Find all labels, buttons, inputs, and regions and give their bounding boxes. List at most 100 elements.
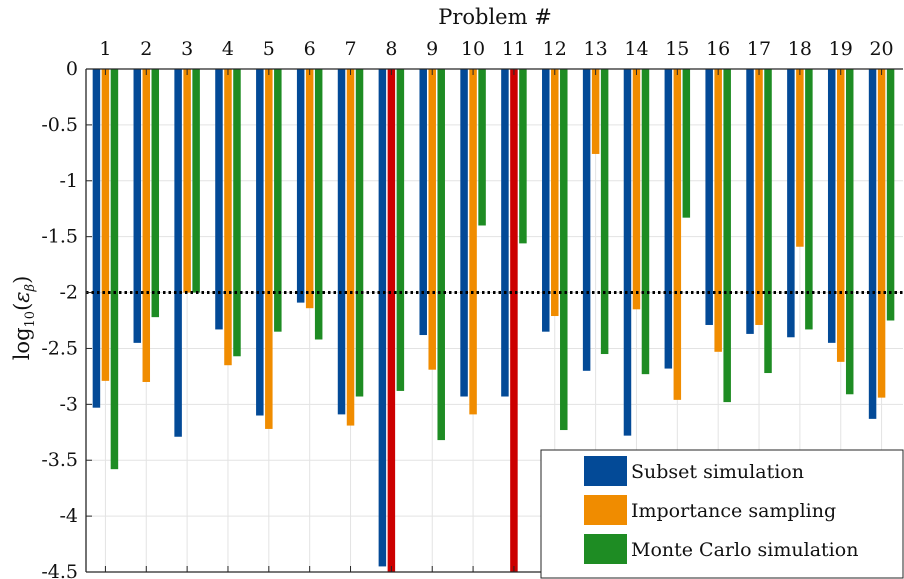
x-tick-label: 3 xyxy=(181,38,193,60)
bar-subset-simulation-12 xyxy=(542,69,550,332)
x-tick-label: 15 xyxy=(665,38,689,60)
legend-swatch-importance xyxy=(584,495,627,525)
bar-importance-sampling-1 xyxy=(101,69,110,381)
bar-importance-sampling-17 xyxy=(755,69,763,325)
bar-importance-sampling-3 xyxy=(183,69,191,293)
bar-subset-simulation-5 xyxy=(256,69,264,416)
y-tick-label: -3.5 xyxy=(41,449,78,471)
bar-monte-carlo-simulation-20 xyxy=(886,69,895,321)
x-tick-label: 13 xyxy=(584,38,608,60)
x-tick-label: 16 xyxy=(706,38,730,60)
bar-importance-sampling-2 xyxy=(142,69,151,382)
bar-importance-sampling-11 xyxy=(510,69,518,572)
bar-importance-sampling-13 xyxy=(591,69,600,154)
bar-subset-simulation-9 xyxy=(419,69,427,336)
y-tick-label: -3 xyxy=(59,393,78,415)
x-tick-label: 7 xyxy=(344,38,356,60)
bar-importance-sampling-9 xyxy=(428,69,436,370)
bar-monte-carlo-simulation-10 xyxy=(478,69,486,226)
bar-monte-carlo-simulation-11 xyxy=(519,69,527,244)
y-tick-label: -2 xyxy=(59,282,78,304)
bar-monte-carlo-simulation-5 xyxy=(274,69,282,332)
bar-importance-sampling-14 xyxy=(632,69,641,310)
bar-monte-carlo-simulation-2 xyxy=(151,69,160,318)
bar-subset-simulation-18 xyxy=(787,69,795,338)
legend-swatch-monte-carlo xyxy=(584,534,627,564)
x-tick-label: 14 xyxy=(624,38,648,60)
legend: Subset simulation Importance sampling Mo… xyxy=(540,449,904,579)
bar-subset-simulation-4 xyxy=(215,69,223,330)
x-axis-title: Problem # xyxy=(438,5,552,29)
legend-label-monte-carlo: Monte Carlo simulation xyxy=(631,539,858,561)
x-tick-label: 18 xyxy=(788,38,812,60)
legend-label-importance: Importance sampling xyxy=(631,500,836,522)
bar-monte-carlo-simulation-3 xyxy=(192,69,200,293)
y-axis-title: log10(εβ) xyxy=(10,276,38,361)
bar-importance-sampling-4 xyxy=(224,69,232,366)
bar-importance-sampling-5 xyxy=(265,69,273,429)
y-tick-label: -4.5 xyxy=(41,561,78,579)
bar-subset-simulation-17 xyxy=(746,69,754,334)
bar-monte-carlo-simulation-6 xyxy=(314,69,323,340)
x-tick-label: 5 xyxy=(263,38,275,60)
x-tick-label: 2 xyxy=(140,38,152,60)
bar-monte-carlo-simulation-18 xyxy=(805,69,813,330)
bar-monte-carlo-simulation-19 xyxy=(845,69,854,395)
bar-subset-simulation-15 xyxy=(664,69,673,369)
bar-subset-simulation-14 xyxy=(623,69,632,436)
bar-subset-simulation-16 xyxy=(705,69,713,325)
x-tick-label: 9 xyxy=(426,38,438,60)
bar-subset-simulation-7 xyxy=(337,69,346,415)
x-tick-label: 20 xyxy=(869,38,893,60)
bar-subset-simulation-13 xyxy=(582,69,591,371)
bar-importance-sampling-16 xyxy=(714,69,722,352)
x-tick-label: 12 xyxy=(543,38,567,60)
bar-importance-sampling-10 xyxy=(469,69,477,415)
bar-importance-sampling-19 xyxy=(836,69,845,362)
bar-importance-sampling-7 xyxy=(346,69,355,426)
bar-monte-carlo-simulation-14 xyxy=(641,69,650,375)
bar-monte-carlo-simulation-7 xyxy=(355,69,364,397)
bar-monte-carlo-simulation-15 xyxy=(682,69,691,218)
bar-importance-sampling-18 xyxy=(796,69,804,247)
legend-label-subset: Subset simulation xyxy=(631,461,804,483)
bar-monte-carlo-simulation-17 xyxy=(764,69,772,374)
y-tick-label: -1 xyxy=(59,170,78,192)
x-tick-label: 10 xyxy=(461,38,485,60)
bar-importance-sampling-6 xyxy=(305,69,314,309)
bar-subset-simulation-8 xyxy=(378,69,387,567)
bar-subset-simulation-2 xyxy=(133,69,142,343)
bar-importance-sampling-8 xyxy=(387,69,396,572)
x-tick-label: 6 xyxy=(304,38,316,60)
y-tick-label: -0.5 xyxy=(41,114,78,136)
bar-subset-simulation-19 xyxy=(827,69,836,343)
bar-subset-simulation-1 xyxy=(92,69,101,408)
y-tick-label: -4 xyxy=(59,505,78,527)
bar-subset-simulation-11 xyxy=(501,69,509,397)
bar-monte-carlo-simulation-9 xyxy=(437,69,445,441)
bar-importance-sampling-15 xyxy=(673,69,682,400)
x-tick-label: 17 xyxy=(747,38,771,60)
bar-subset-simulation-3 xyxy=(174,69,182,437)
bar-monte-carlo-simulation-1 xyxy=(110,69,119,470)
bars xyxy=(92,69,895,572)
bar-monte-carlo-simulation-13 xyxy=(600,69,609,355)
bar-monte-carlo-simulation-16 xyxy=(723,69,731,403)
bar-importance-sampling-20 xyxy=(877,69,886,398)
bar-subset-simulation-10 xyxy=(460,69,468,397)
bar-subset-simulation-6 xyxy=(296,69,305,303)
y-tick-label: 0 xyxy=(66,58,78,80)
bar-monte-carlo-simulation-8 xyxy=(396,69,405,391)
x-tick-label: 19 xyxy=(829,38,853,60)
legend-swatch-subset xyxy=(584,456,627,486)
y-tick-label: -1.5 xyxy=(41,226,78,248)
bar-monte-carlo-simulation-12 xyxy=(560,69,568,431)
bar-monte-carlo-simulation-4 xyxy=(233,69,241,357)
x-tick-label: 4 xyxy=(222,38,234,60)
bar-subset-simulation-20 xyxy=(868,69,877,419)
x-tick-label: 11 xyxy=(502,38,526,60)
y-tick-label: -2.5 xyxy=(41,337,78,359)
x-tick-label: 1 xyxy=(99,38,111,60)
bar-importance-sampling-12 xyxy=(551,69,559,317)
